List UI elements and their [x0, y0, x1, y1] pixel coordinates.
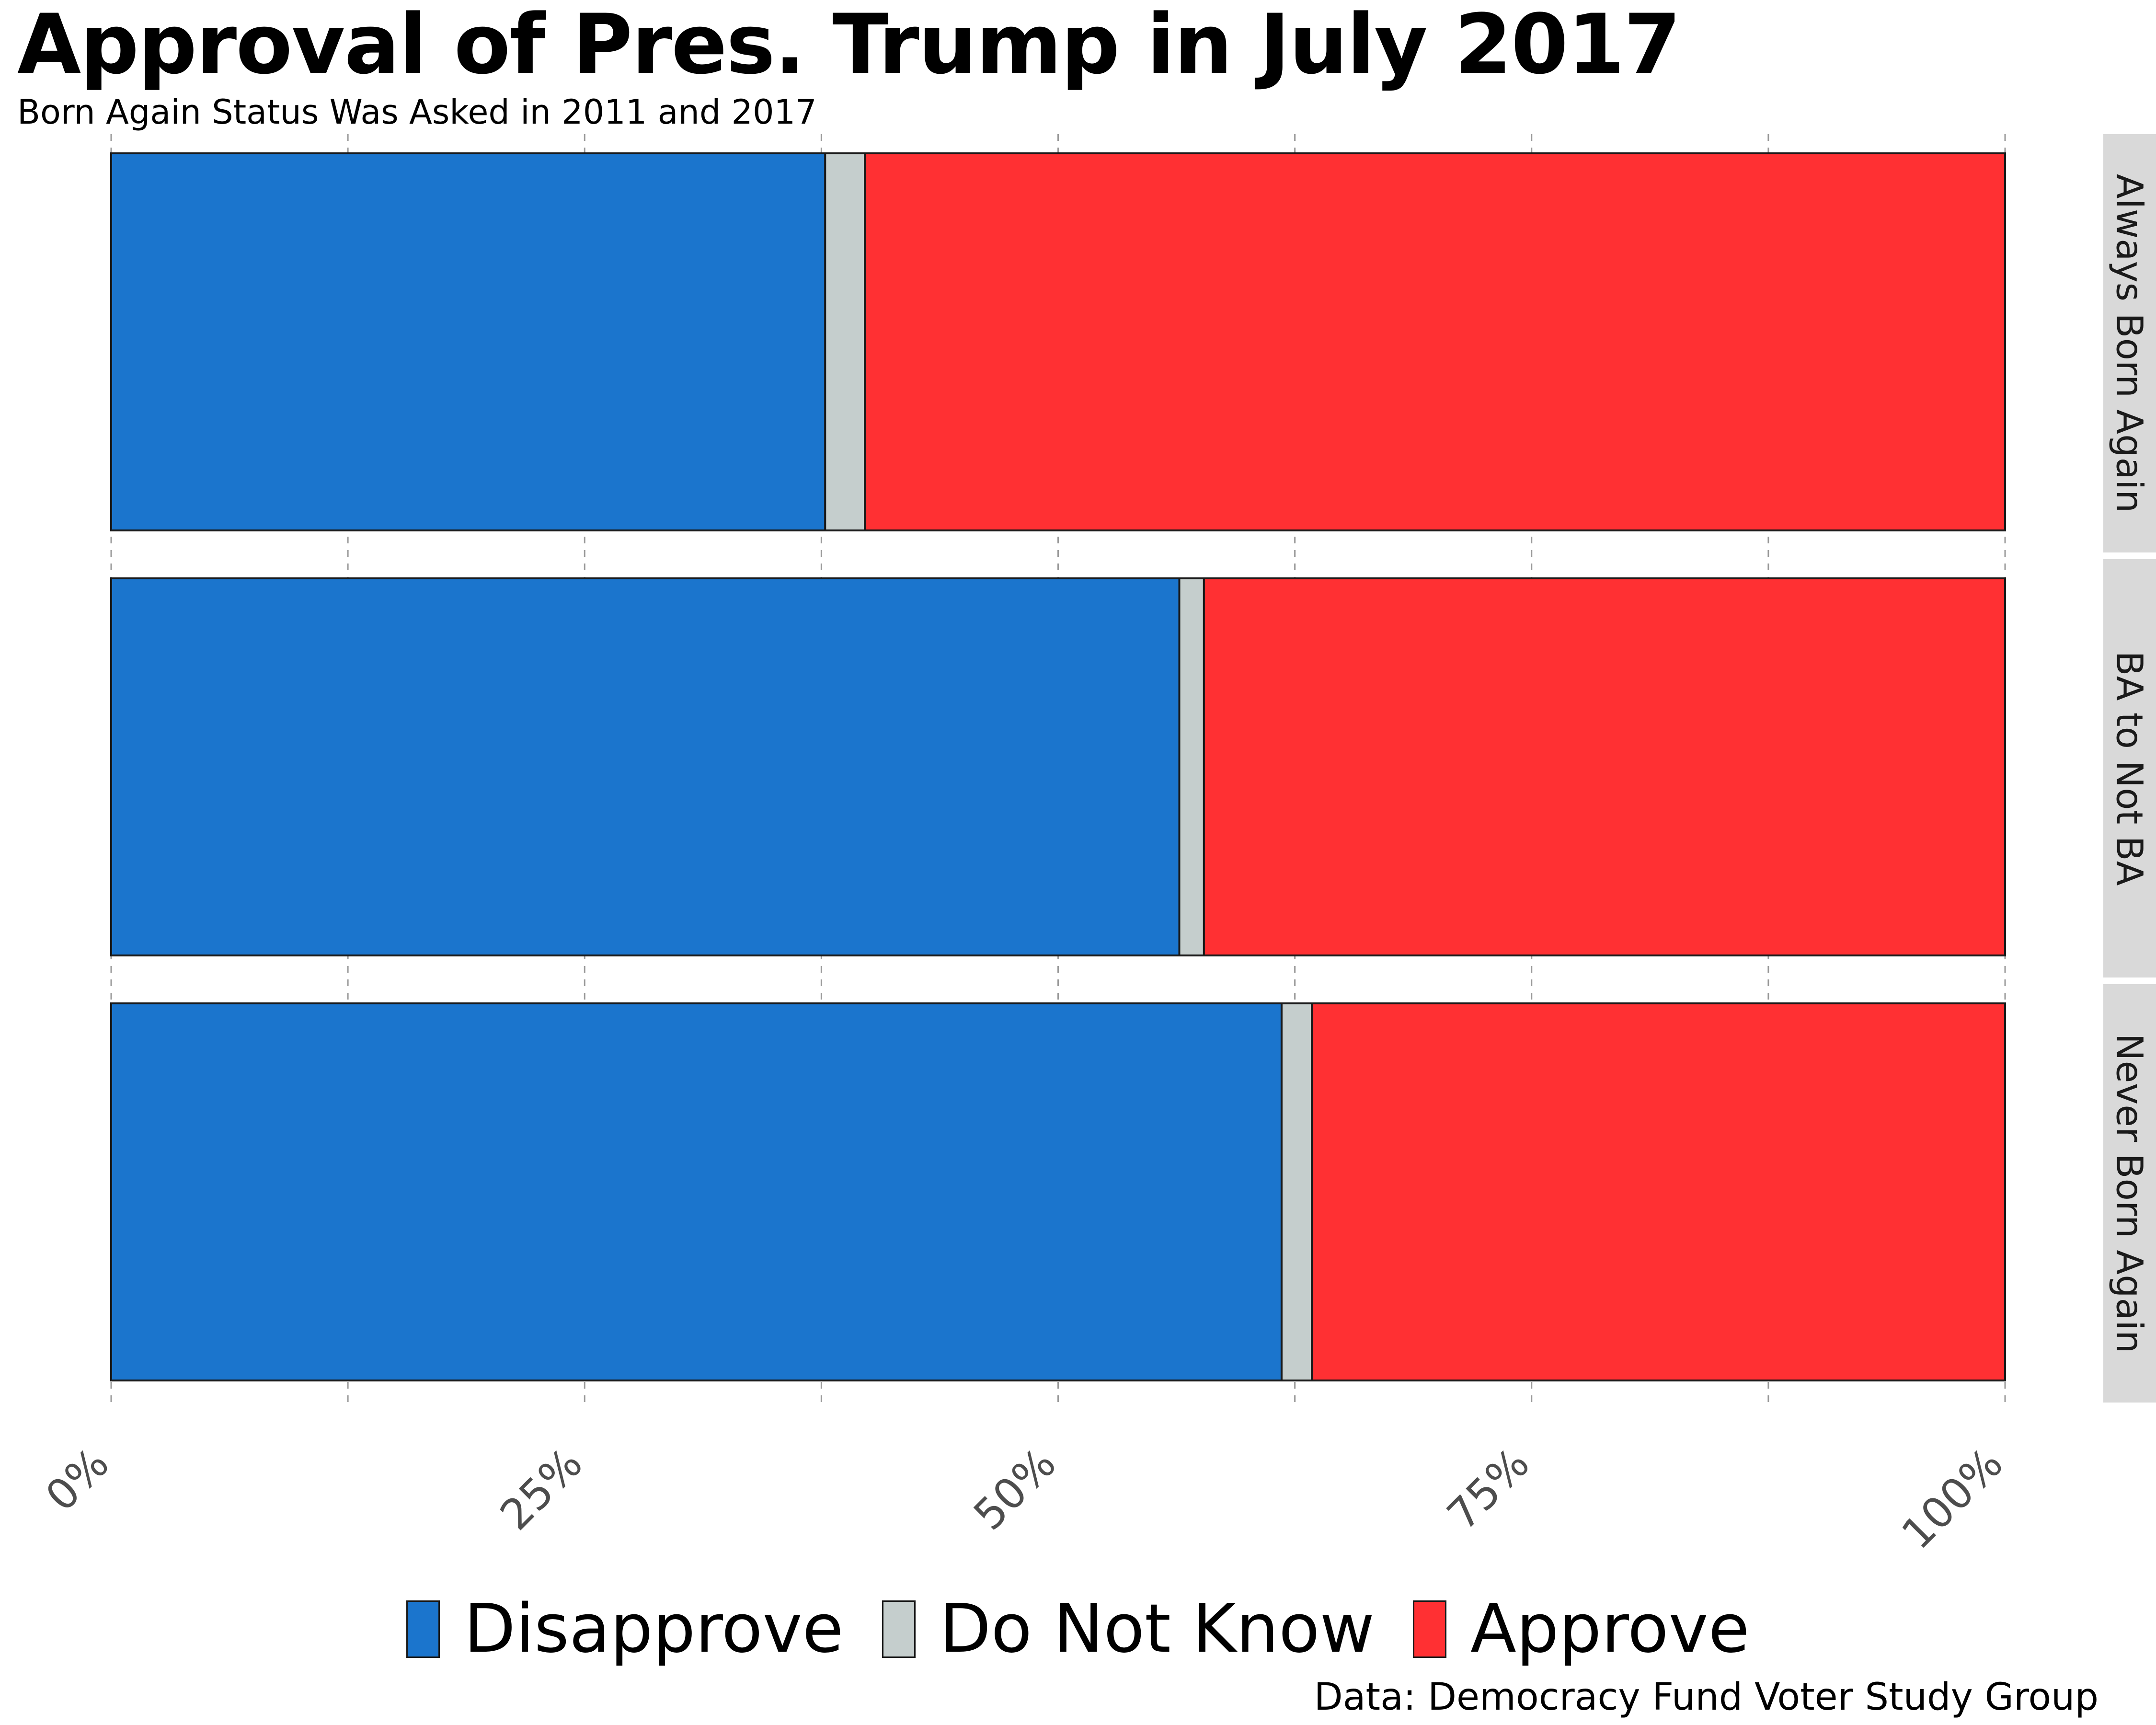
legend-item: Do Not Know [882, 1596, 1375, 1663]
chart-source: Data: Democracy Fund Voter Study Group [1314, 1676, 2099, 1719]
legend-label: Approve [1470, 1590, 1750, 1668]
legend-item: Approve [1413, 1596, 1750, 1663]
bars-layer [110, 152, 2007, 1381]
x-tick-label: 0% [36, 1438, 118, 1521]
facet-label: Always Born Again [2109, 174, 2151, 513]
legend-swatch [882, 1600, 916, 1658]
bar-approve [1203, 577, 2007, 956]
bar-do-not-know [824, 152, 866, 531]
bar-disapprove [110, 577, 1181, 956]
facet-label: BA to Not BA [2109, 651, 2151, 886]
facet-strip [2103, 984, 2156, 1403]
legend-swatch [406, 1600, 440, 1658]
x-tick-label: 25% [491, 1438, 592, 1540]
facet-strip [2103, 559, 2156, 978]
facet-strip [2103, 134, 2156, 552]
bar-disapprove [110, 1002, 1283, 1381]
facet-strips: Always Born Again BA to Not BA Never Born … [2103, 134, 2156, 1403]
legend: Disapprove Do Not Know Approve [0, 1596, 2156, 1663]
legend-item: Disapprove [406, 1590, 844, 1668]
bar-disapprove [110, 152, 826, 531]
x-tick-label: 75% [1437, 1438, 1538, 1540]
bar-approve [1311, 1002, 2006, 1381]
facet-label: Never Born Again [2109, 1034, 2151, 1354]
x-axis: 0% 25% 50% 75% 100% [36, 1438, 2012, 1559]
legend-swatch [1413, 1600, 1447, 1658]
bar-do-not-know [1280, 1002, 1313, 1381]
chart-subtitle: Born Again Status Was Asked in 2011 and … [17, 92, 817, 132]
legend-label: Do Not Know [939, 1590, 1375, 1668]
x-tick-label: 50% [964, 1438, 1065, 1540]
legend-label: Disapprove [464, 1590, 844, 1668]
chart-title: Approval of Pres. Trump in July 2017 [17, 0, 1681, 92]
bar-approve [864, 152, 2006, 531]
x-tick-label: 100% [1892, 1438, 2012, 1559]
bar-do-not-know [1178, 577, 1205, 956]
